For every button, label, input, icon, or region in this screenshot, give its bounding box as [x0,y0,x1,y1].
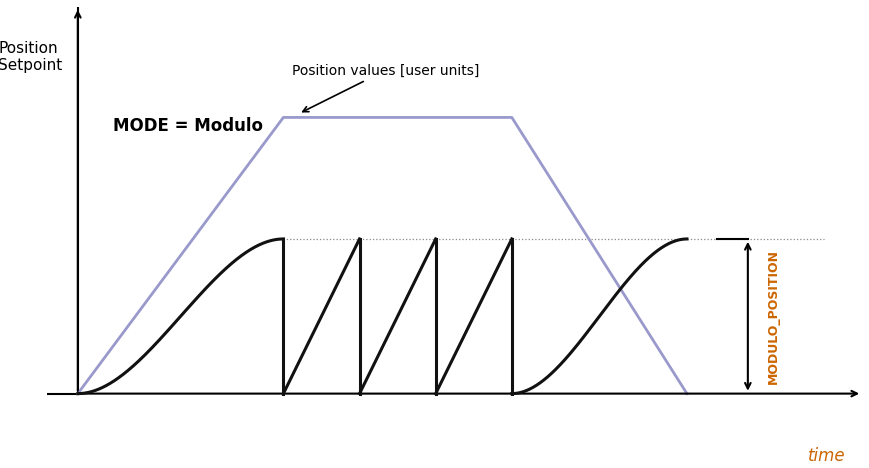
Text: Position
Setpoint: Position Setpoint [0,41,63,73]
Text: MODE = Modulo: MODE = Modulo [112,117,262,134]
Text: MODULO_POSITION: MODULO_POSITION [766,249,779,384]
Text: time: time [808,447,846,465]
Text: Position values [user units]: Position values [user units] [292,64,479,112]
